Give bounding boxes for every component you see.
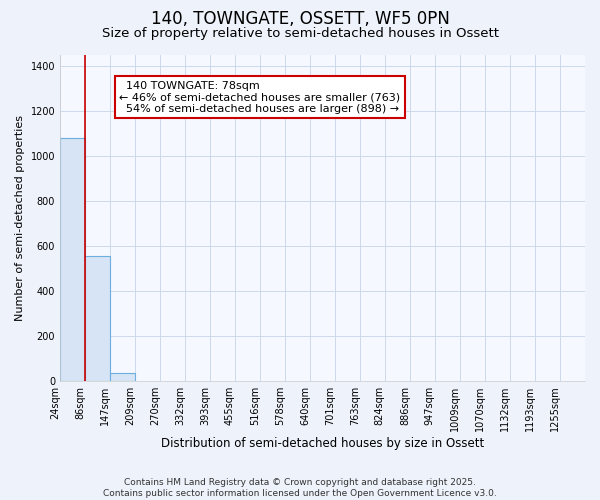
Text: Size of property relative to semi-detached houses in Ossett: Size of property relative to semi-detach…: [101, 28, 499, 40]
X-axis label: Distribution of semi-detached houses by size in Ossett: Distribution of semi-detached houses by …: [161, 437, 484, 450]
Bar: [110, 373, 135, 381]
Bar: [60, 138, 85, 381]
Bar: [85, 256, 110, 381]
Text: 140 TOWNGATE: 78sqm
← 46% of semi-detached houses are smaller (763)
  54% of sem: 140 TOWNGATE: 78sqm ← 46% of semi-detach…: [119, 81, 400, 114]
Y-axis label: Number of semi-detached properties: Number of semi-detached properties: [15, 115, 25, 321]
Text: Contains HM Land Registry data © Crown copyright and database right 2025.
Contai: Contains HM Land Registry data © Crown c…: [103, 478, 497, 498]
Text: 140, TOWNGATE, OSSETT, WF5 0PN: 140, TOWNGATE, OSSETT, WF5 0PN: [151, 10, 449, 28]
